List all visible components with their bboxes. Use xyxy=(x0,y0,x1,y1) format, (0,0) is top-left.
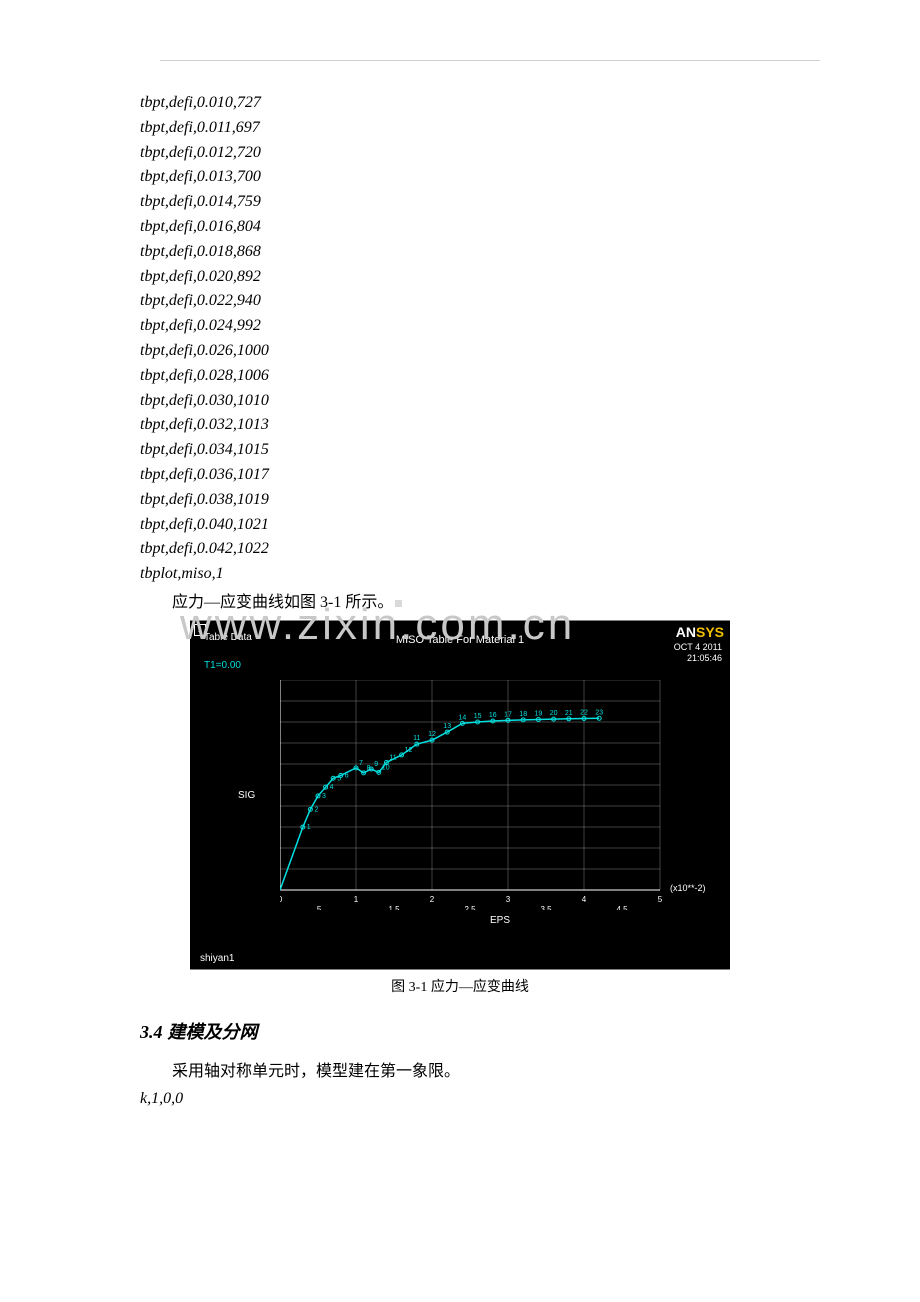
top-rule xyxy=(160,60,820,61)
plot-svg: 0125250375500625750875100011251250012345… xyxy=(280,680,680,910)
svg-text:11: 11 xyxy=(389,755,396,762)
intro-text: 应力—应变曲线如图 3-1 所示。 xyxy=(172,594,393,611)
shiyan-label: shiyan1 xyxy=(200,953,234,964)
svg-text:0: 0 xyxy=(280,895,283,904)
svg-text:21: 21 xyxy=(565,710,573,717)
marker-box xyxy=(395,600,402,607)
intro-line: 应力—应变曲线如图 3-1 所示。 xyxy=(140,589,780,616)
svg-text:3.5: 3.5 xyxy=(540,905,552,910)
section-title-text: 建模及分网 xyxy=(163,1022,258,1042)
svg-text:2.5: 2.5 xyxy=(464,905,476,910)
svg-text:22: 22 xyxy=(580,710,588,717)
svg-text:2: 2 xyxy=(430,895,435,904)
svg-text:16: 16 xyxy=(489,712,497,719)
page: tbpt,defi,0.010,727 tbpt,defi,0.011,697 … xyxy=(0,0,920,1172)
svg-text:11: 11 xyxy=(413,735,420,742)
svg-text:23: 23 xyxy=(595,709,603,716)
svg-text:4: 4 xyxy=(330,784,334,791)
svg-text:5: 5 xyxy=(658,895,663,904)
yaxis-label: SIG xyxy=(238,790,255,801)
chart-date: OCT 4 2011 21:05:46 xyxy=(674,642,722,664)
svg-text:9: 9 xyxy=(374,761,378,768)
section-number: 3.4 xyxy=(140,1022,163,1042)
svg-text:12: 12 xyxy=(428,731,436,738)
chart-title: MISO Table For Material 1 xyxy=(190,634,730,646)
svg-text:4: 4 xyxy=(582,895,587,904)
chart-bottom-border xyxy=(190,969,730,970)
logo-an: AN xyxy=(676,624,696,640)
svg-text:1.5: 1.5 xyxy=(388,905,400,910)
svg-text:10: 10 xyxy=(382,765,390,772)
svg-text:3: 3 xyxy=(506,895,511,904)
svg-text:1: 1 xyxy=(354,895,359,904)
svg-text:17: 17 xyxy=(504,711,512,718)
svg-text:14: 14 xyxy=(459,714,467,721)
svg-text:19: 19 xyxy=(535,711,543,718)
svg-text:1: 1 xyxy=(307,824,311,831)
ansys-logo: ANSYS xyxy=(676,624,724,640)
svg-text:2: 2 xyxy=(314,806,318,813)
body-after-heading: 采用轴对称单元时，模型建在第一象限。 xyxy=(140,1058,780,1085)
ansys-chart: 1 Table Data MISO Table For Material 1 A… xyxy=(190,620,730,970)
chart-top-border xyxy=(190,620,730,621)
figure-caption: 图 3-1 应力—应变曲线 xyxy=(140,976,780,996)
svg-text:12: 12 xyxy=(405,747,413,754)
svg-text:7: 7 xyxy=(359,760,363,767)
xaxis-label: EPS xyxy=(490,915,510,926)
svg-text:4.5: 4.5 xyxy=(616,905,628,910)
svg-text:15: 15 xyxy=(474,713,482,720)
chart-date-2: 21:05:46 xyxy=(687,653,722,663)
chart-date-1: OCT 4 2011 xyxy=(674,642,722,652)
svg-text:20: 20 xyxy=(550,710,558,717)
code-block-2: k,1,0,0 xyxy=(140,1087,780,1112)
logo-sys: SYS xyxy=(696,624,724,640)
chart-t1: T1=0.00 xyxy=(204,660,241,671)
code-block-1: tbpt,defi,0.010,727 tbpt,defi,0.011,697 … xyxy=(140,91,780,587)
section-heading: 3.4 建模及分网 xyxy=(140,1018,780,1044)
svg-text:13: 13 xyxy=(443,723,451,730)
svg-text:6: 6 xyxy=(345,773,349,780)
svg-text:3: 3 xyxy=(322,793,326,800)
svg-text:.5: .5 xyxy=(315,905,322,910)
svg-text:18: 18 xyxy=(519,711,527,718)
